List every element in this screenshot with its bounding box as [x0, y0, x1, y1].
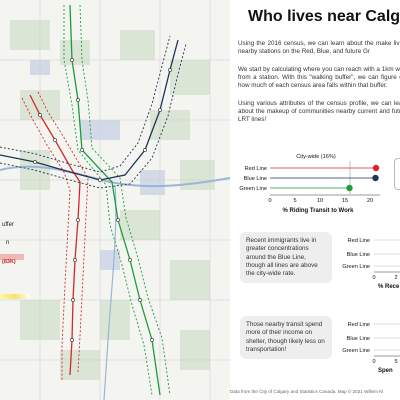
footer-credit: Data from the City of Calgary and Statis…	[230, 389, 384, 394]
tick-label: 2	[394, 275, 397, 281]
x-axis-label: % Rece	[378, 284, 400, 290]
category-label: Green Line	[239, 186, 267, 192]
reference-label: City-wide (16%)	[296, 154, 336, 160]
category-label: Red Line	[348, 238, 370, 244]
tick-label: 15	[342, 198, 348, 204]
tick-label: 5	[293, 198, 296, 204]
intro-paragraph-3: Using various attributes of the census p…	[238, 100, 400, 124]
blue-line[interactable]	[0, 35, 187, 189]
chart-legend-card	[394, 158, 400, 190]
category-label: Green Line	[342, 264, 370, 270]
legend-swatch	[0, 254, 24, 260]
tick-label: 20	[367, 198, 373, 204]
legend-count-badge: (83K)	[2, 259, 16, 265]
city-blocks	[0, 0, 230, 400]
transit-x-axis-label: % Riding Transit to Work	[283, 208, 355, 214]
data-point	[372, 164, 380, 172]
legend-label-n: n	[6, 240, 10, 246]
category-label: Red Line	[245, 166, 267, 172]
tick-label: 0	[372, 275, 375, 281]
category-label: Blue Line	[347, 252, 370, 258]
intro-paragraph-1: Using the 2016 census, we can learn abou…	[238, 40, 400, 56]
tick-label: 0	[268, 198, 271, 204]
tick-label: 0	[372, 359, 375, 365]
transit-chart: City-wide (16%) Red Line Blue Line Green L…	[239, 154, 380, 214]
green-line[interactable]	[63, 4, 171, 396]
immigrants-callout: Recent immigrants live in greater concen…	[240, 232, 332, 284]
tick-label: 10	[317, 198, 323, 204]
map-canvas	[0, 0, 230, 400]
x-axis-label: Spen	[378, 368, 393, 374]
category-label: Red Line	[348, 322, 370, 328]
data-point	[346, 184, 353, 192]
lrt-map[interactable]: uffer n (83K)	[0, 0, 230, 400]
page-title: Who lives near Calgar	[248, 8, 400, 25]
category-label: Blue Line	[244, 176, 267, 182]
info-panel: Who lives near Calgar Using the 2016 cen…	[230, 0, 400, 400]
intro-paragraph-2: We start by calculating where you can re…	[238, 66, 400, 90]
red-line[interactable]	[21, 91, 89, 380]
category-label: Green Line	[342, 348, 370, 354]
stations	[33, 58, 172, 342]
legend-color-ramp	[0, 294, 30, 299]
shelter-callout: Those nearby transit spend more of their…	[240, 316, 332, 360]
tick-label: 5	[394, 359, 397, 365]
data-point	[372, 174, 379, 182]
category-label: Blue Line	[347, 336, 370, 342]
buffer-legend-label: uffer	[2, 222, 14, 228]
